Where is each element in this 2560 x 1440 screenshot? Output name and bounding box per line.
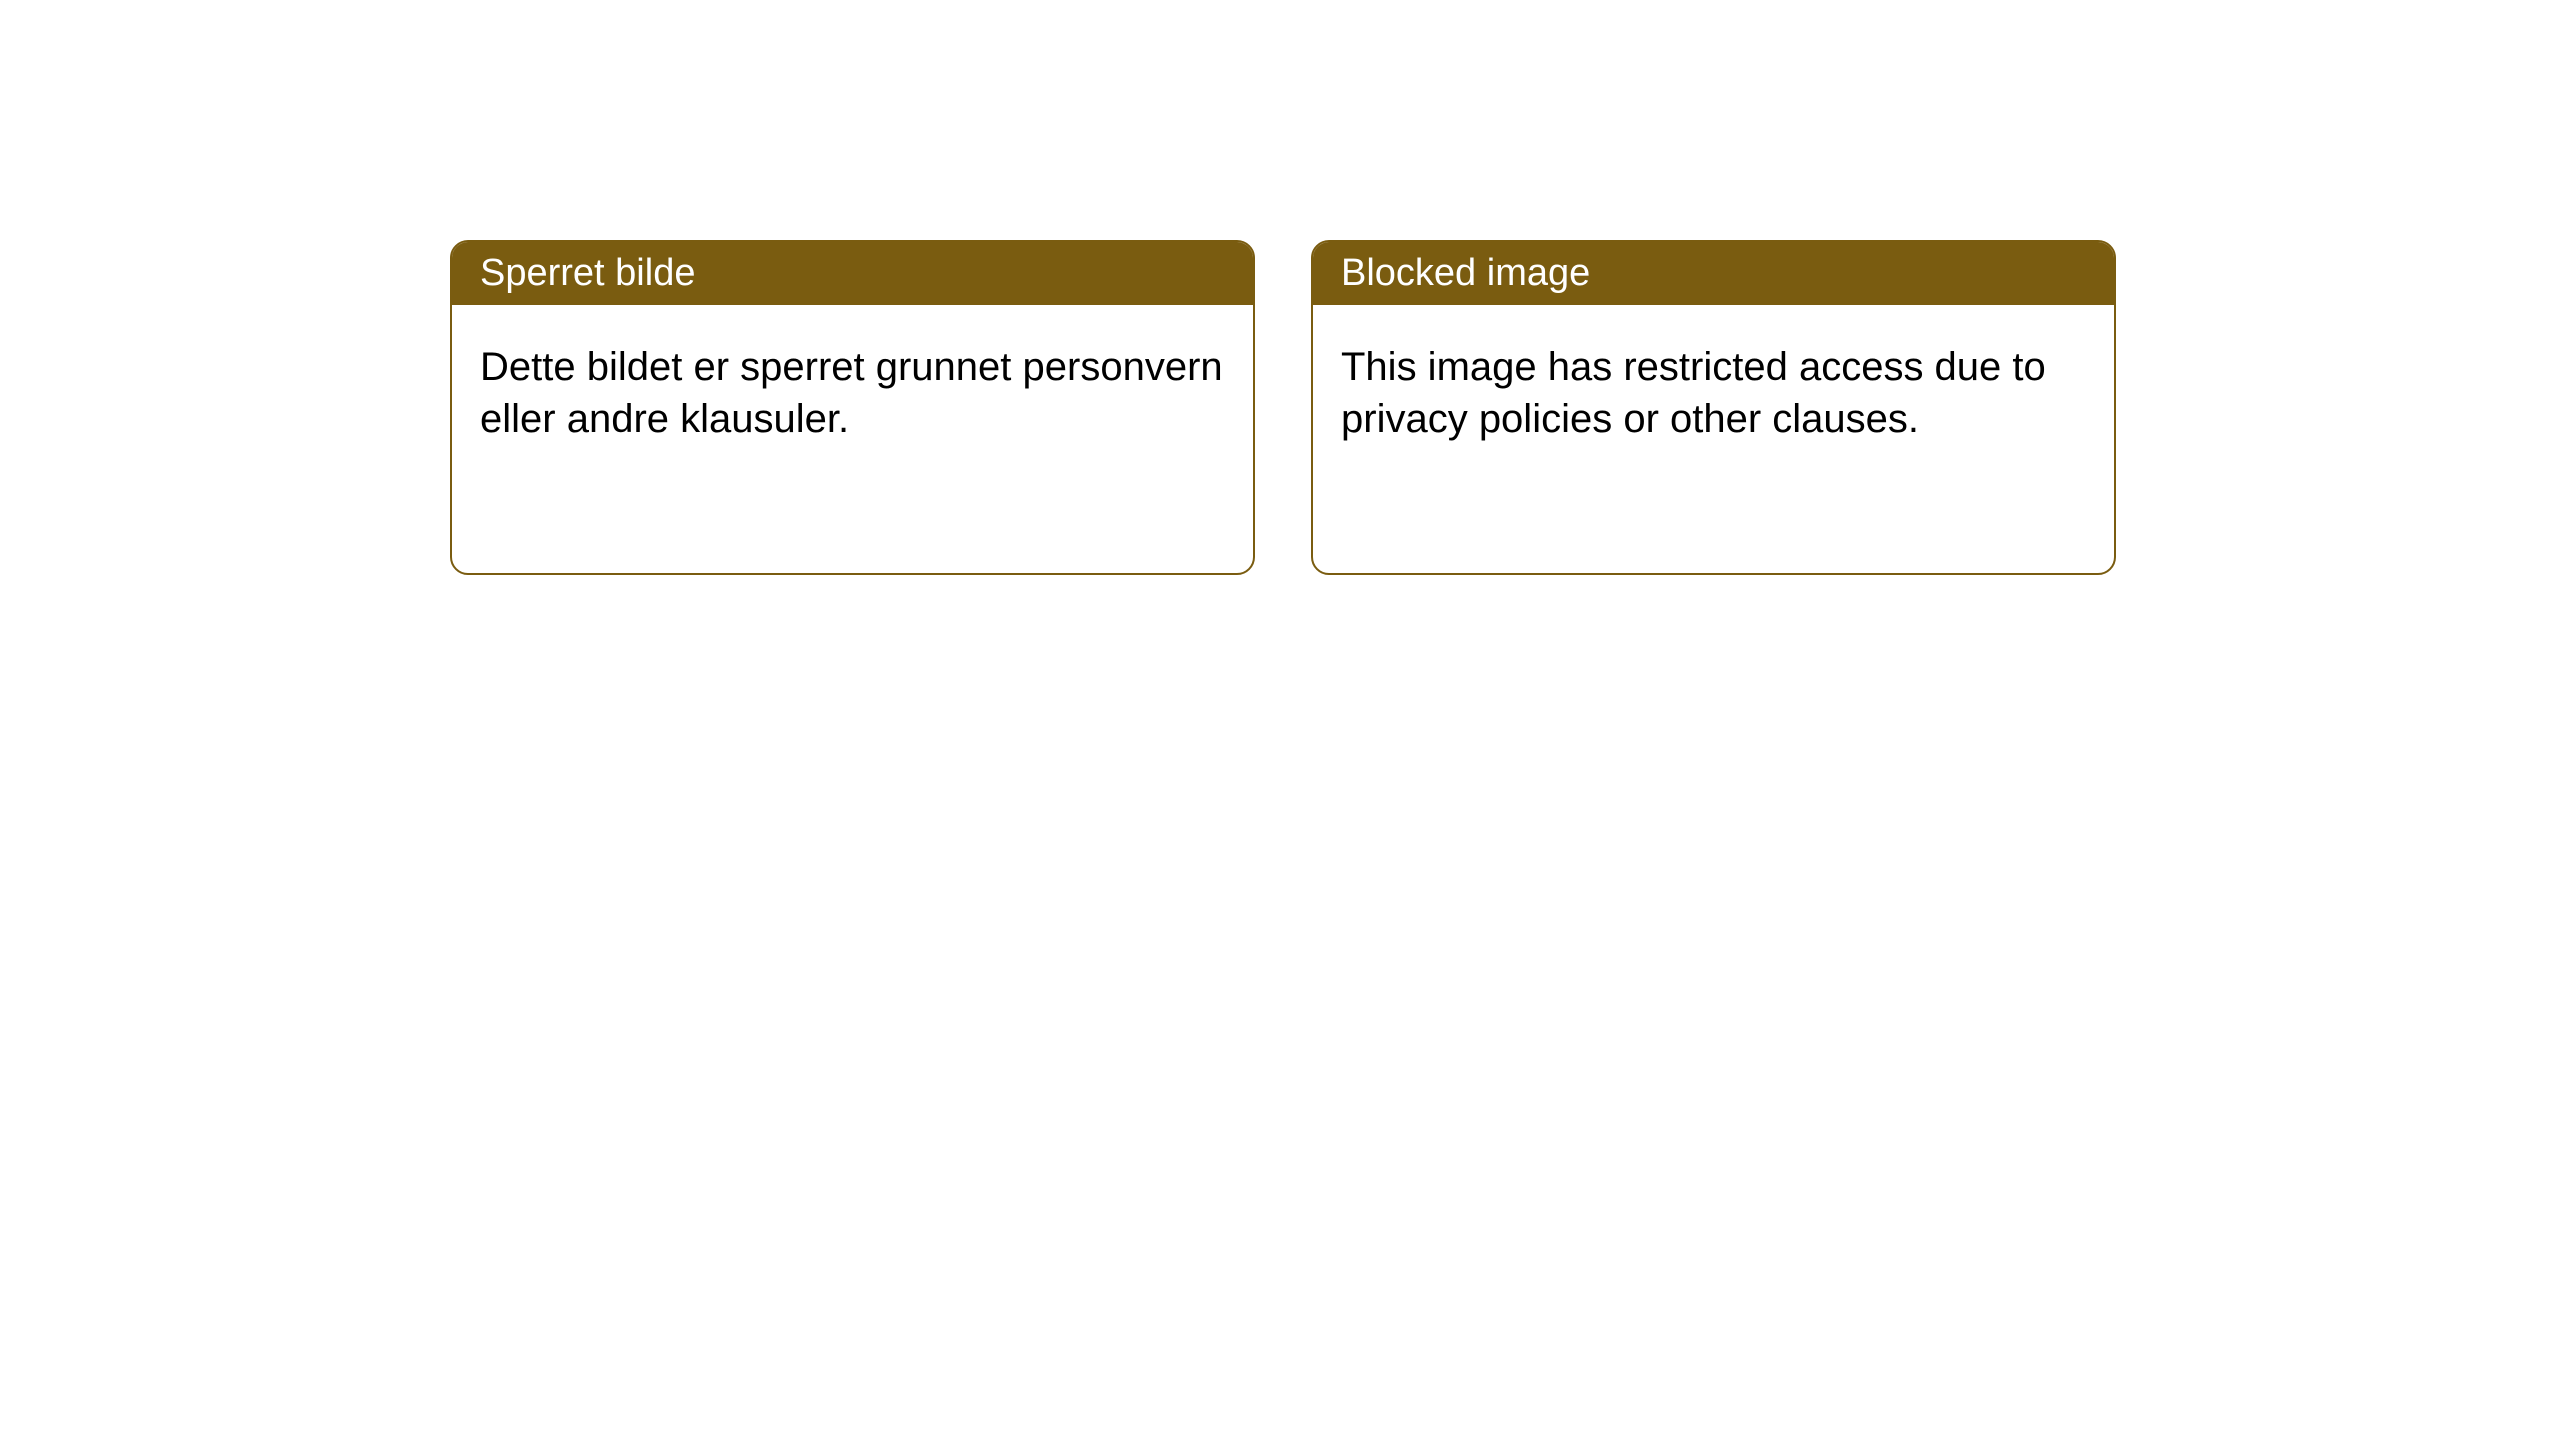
- notice-header: Sperret bilde: [452, 242, 1253, 305]
- notice-header: Blocked image: [1313, 242, 2114, 305]
- notice-body-text: This image has restricted access due to …: [1341, 345, 2046, 441]
- notices-container: Sperret bilde Dette bildet er sperret gr…: [0, 0, 2560, 575]
- notice-title: Sperret bilde: [480, 252, 695, 294]
- notice-card-english: Blocked image This image has restricted …: [1311, 240, 2116, 575]
- notice-body-text: Dette bildet er sperret grunnet personve…: [480, 345, 1223, 441]
- notice-title: Blocked image: [1341, 252, 1590, 294]
- notice-body: This image has restricted access due to …: [1313, 305, 2114, 481]
- notice-card-norwegian: Sperret bilde Dette bildet er sperret gr…: [450, 240, 1255, 575]
- notice-body: Dette bildet er sperret grunnet personve…: [452, 305, 1253, 481]
